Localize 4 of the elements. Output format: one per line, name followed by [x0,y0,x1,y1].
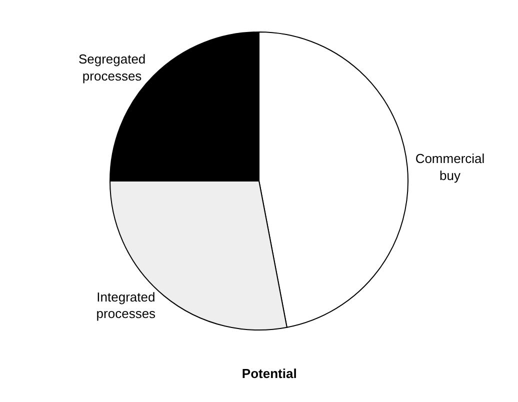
slice-label: Integrated processes [96,289,156,322]
slice-label: Commercial buy [415,150,485,183]
slice-label: Segregated processes [78,52,146,84]
text: Potential [242,366,297,381]
